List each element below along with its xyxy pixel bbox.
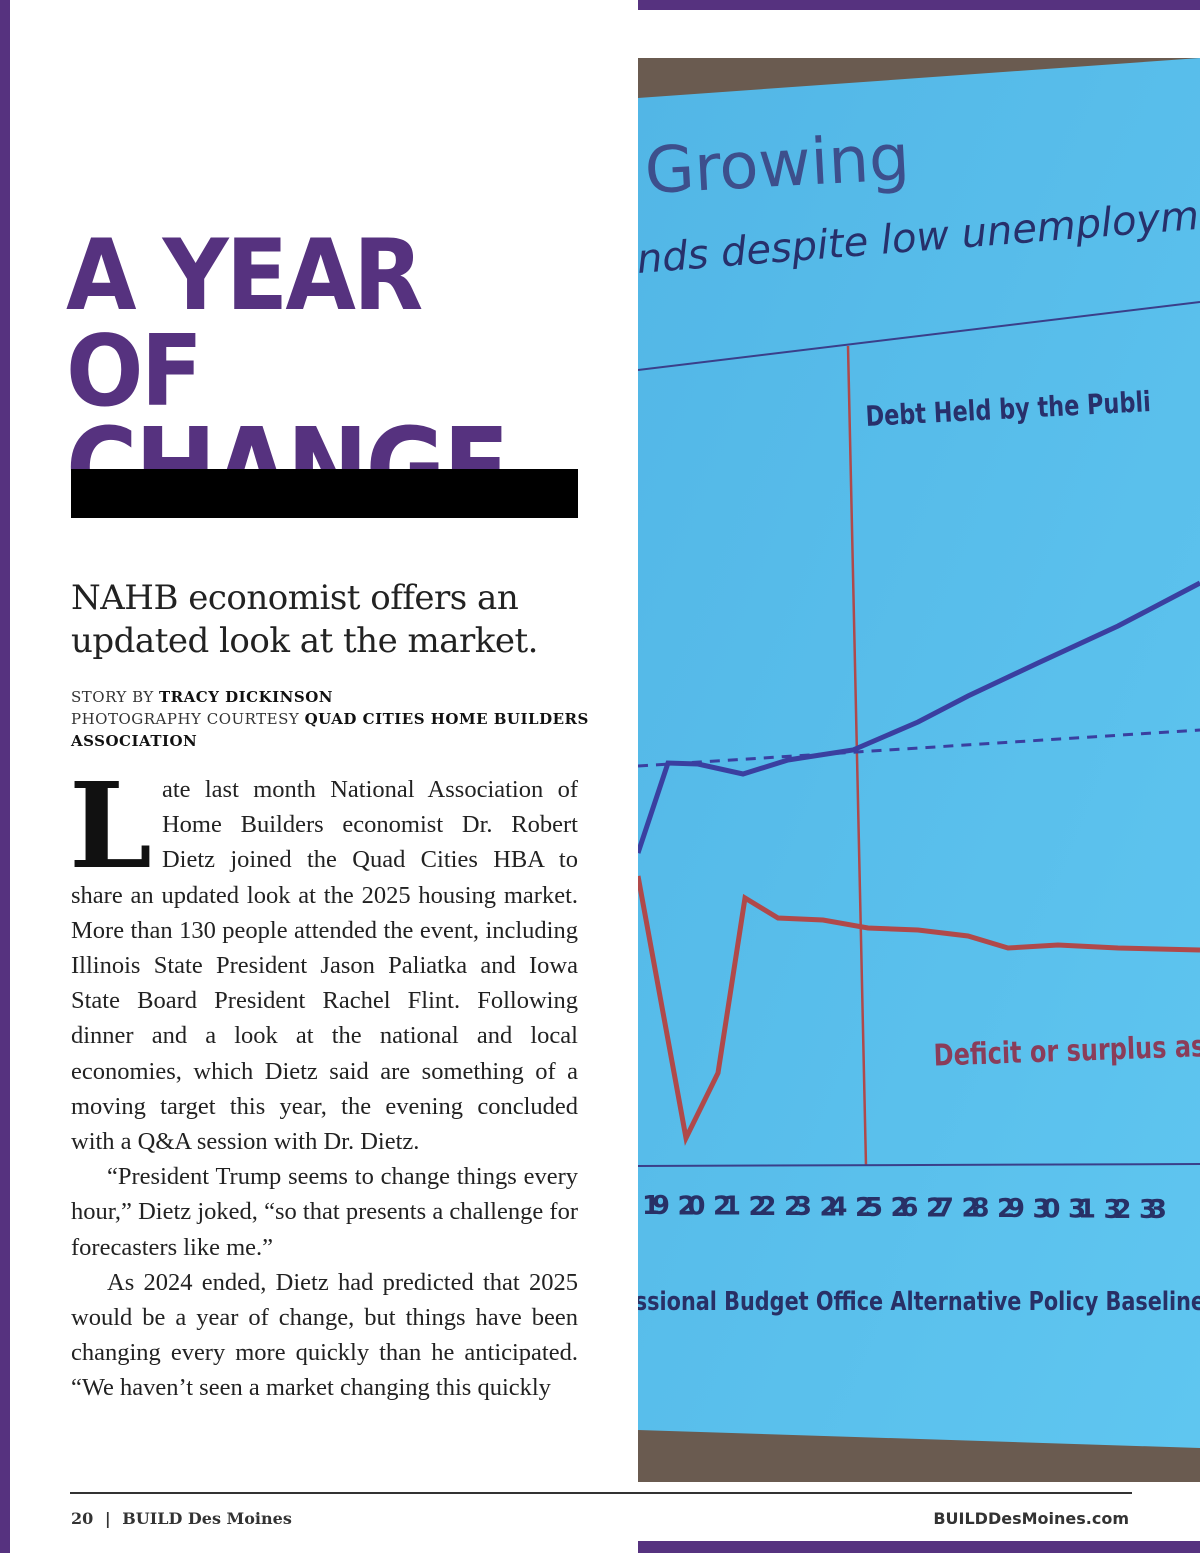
footer-website: BUILDDesMoines.com — [933, 1509, 1129, 1528]
paragraph: “President Trump seems to change things … — [71, 1163, 578, 1261]
headline-line-1: A YEAR OF — [66, 219, 423, 429]
page-number: 20 — [71, 1509, 94, 1528]
footer-rule — [70, 1492, 1132, 1494]
story-prefix: STORY BY — [71, 688, 160, 706]
slide-photo: Growing nds despite low unemployment Deb… — [638, 58, 1200, 1482]
current-year-marker-line — [846, 345, 868, 1167]
story-author: TRACY DICKINSON — [159, 688, 333, 706]
x-tick-label: 24 — [820, 1193, 848, 1223]
headline-divider-bar — [71, 469, 578, 518]
x-tick-label: 28 — [962, 1194, 990, 1224]
x-tick-label: 32 — [1104, 1195, 1132, 1225]
publication-name: BUILD Des Moines — [122, 1509, 292, 1528]
footer-folio: 20 | BUILD Des Moines — [71, 1509, 292, 1528]
dek: NAHB economist offers an updated look at… — [71, 578, 538, 661]
x-tick-label: 27 — [926, 1193, 954, 1223]
photo-credit: QUAD CITIES HOME BUILDERS ASSOCIATION — [71, 710, 589, 750]
deficit-line — [638, 875, 1200, 1146]
x-axis — [638, 1163, 1200, 1167]
footer-separator: | — [104, 1509, 111, 1528]
chart-top-border — [638, 301, 1200, 371]
x-tick-label: 19 — [642, 1191, 670, 1221]
x-tick-label: 20 — [678, 1191, 706, 1221]
paragraph: As 2024 ended, Dietz had predicted that … — [71, 1268, 578, 1402]
x-tick-label: 29 — [997, 1194, 1025, 1224]
x-tick-label: 30 — [1033, 1194, 1061, 1224]
x-tick-label: 33 — [1139, 1195, 1167, 1225]
x-tick-label: 25 — [855, 1193, 883, 1223]
slide-photo-svg: Growing nds despite low unemployment Deb… — [638, 58, 1200, 1482]
x-tick-label: 21 — [713, 1192, 741, 1222]
debt-baseline-dashed — [638, 728, 1200, 768]
slide-title: Growing — [643, 121, 911, 209]
x-tick-label: 26 — [891, 1193, 919, 1223]
x-tick-label: 31 — [1068, 1195, 1096, 1225]
top-accent-bar — [638, 0, 1200, 10]
x-tick-label: 22 — [749, 1192, 777, 1222]
byline: STORY BY TRACY DICKINSON PHOTOGRAPHY COU… — [71, 686, 591, 752]
drop-cap: L — [69, 756, 152, 895]
slide-screen — [638, 58, 1200, 1448]
slide-source: ssional Budget Office Alternative Policy… — [638, 1286, 1200, 1317]
left-accent-bar — [0, 0, 10, 1553]
paragraph-text: ate last month National Association of H… — [71, 776, 578, 1156]
x-axis-ticks: 19 20 21 22 23 24 25 26 27 28 29 30 31 32 33 — [642, 1191, 1167, 1225]
debt-line — [638, 580, 1200, 854]
bottom-accent-bar — [638, 1541, 1200, 1553]
photo-prefix: PHOTOGRAPHY COURTESY — [71, 710, 305, 728]
x-tick-label: 23 — [784, 1192, 812, 1222]
